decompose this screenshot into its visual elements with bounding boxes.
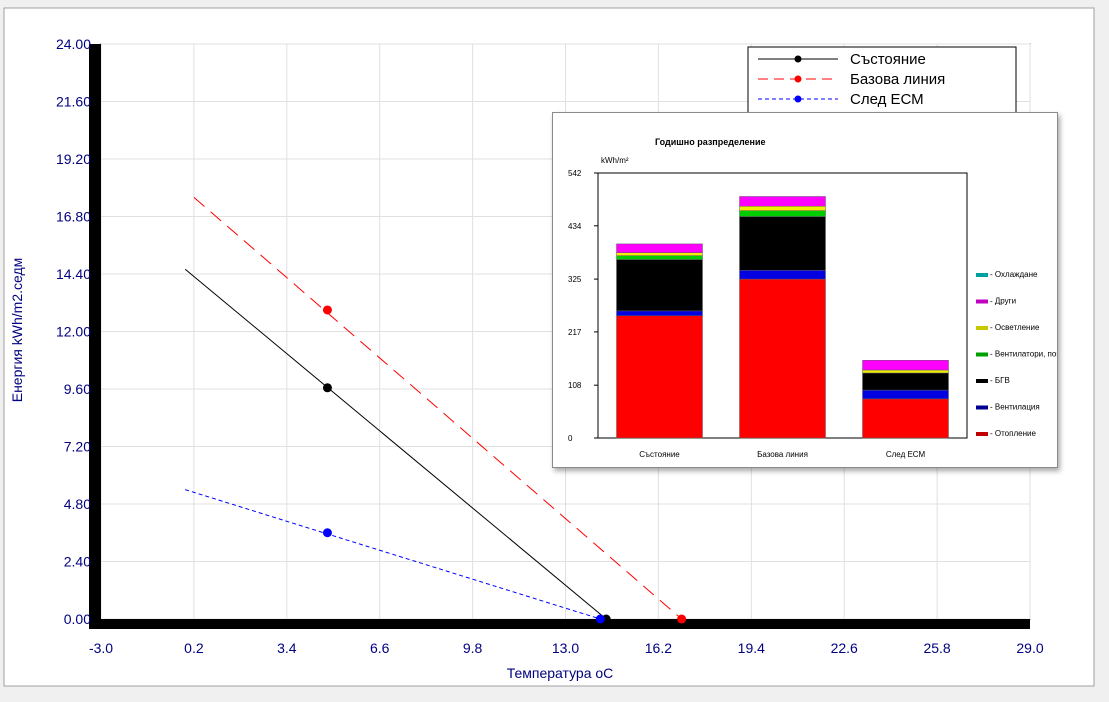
y-tick-label: 24.00 — [56, 36, 91, 52]
inset-legend-label: - БГВ — [990, 376, 1010, 385]
series-line — [184, 268, 607, 620]
inset-legend-swatch — [976, 326, 988, 330]
inset-legend-label: - Осветление — [990, 323, 1040, 332]
y-tick-label: 14.40 — [56, 266, 91, 282]
x-tick-label: 22.6 — [831, 640, 858, 656]
inset-legend-label: - Други — [990, 297, 1016, 306]
inset-bar-segment — [739, 210, 826, 217]
inset-legend-swatch — [976, 273, 988, 277]
y-tick-label: 4.80 — [64, 496, 91, 512]
inset-bar-segment — [739, 196, 826, 207]
inset-legend-label: - Вентилатори, помпи — [990, 350, 1057, 359]
inset-legend-swatch — [976, 352, 988, 357]
y-tick-label: 21.60 — [56, 94, 91, 110]
y-tick-label: 2.40 — [64, 554, 91, 570]
inset-bar-segment — [862, 389, 949, 400]
legend-label: След ЕСМ — [850, 91, 924, 108]
series-line — [185, 489, 601, 620]
y-tick-label: 0.00 — [64, 611, 91, 627]
series-point — [677, 614, 687, 624]
x-tick-labels: -3.0 0.2 3.4 6.6 9.8 13.0 16.2 19.4 22.6 25.8 29.0 — [89, 640, 1044, 656]
inset-bar-segment — [616, 310, 703, 317]
legend-marker — [794, 55, 802, 63]
y-tick-label: 7.20 — [64, 439, 91, 455]
inset-bars — [616, 196, 949, 439]
annual-distribution-panel: Годишно разпределение kWh/m² 0 108 217 325 4… — [552, 112, 1058, 468]
series-point — [322, 528, 332, 538]
inset-legend-swatch — [976, 432, 988, 436]
x-tick-label: 25.8 — [923, 640, 950, 656]
y-tick-label: 16.80 — [56, 209, 91, 225]
x-tick-label: 29.0 — [1016, 640, 1043, 656]
x-tick-label: 0.2 — [184, 640, 204, 656]
inset-bar-segment — [862, 372, 949, 391]
inset-category-label: Базова линия — [757, 450, 808, 459]
series-point — [322, 305, 332, 315]
inset-legend-label: - Вентилация — [990, 403, 1040, 412]
inset-bar-segment — [862, 360, 949, 371]
inset-bar-segment — [616, 243, 703, 253]
series-point — [322, 383, 332, 393]
inset-y-tick-labels: 0 108 217 325 434 542 — [568, 169, 582, 443]
x-axis-bar — [89, 619, 1030, 629]
inset-bar-segment — [616, 255, 703, 260]
annual-distribution-chart: Годишно разпределение kWh/m² 0 108 217 325 4… — [568, 137, 1057, 459]
inset-bar-segment — [739, 270, 826, 280]
inset-y-tick-label: 217 — [568, 328, 582, 337]
y-tick-label: 19.20 — [56, 151, 91, 167]
y-axis-label: Енергия kWh/m2.седм — [9, 258, 25, 403]
series-line — [193, 196, 682, 620]
inset-legend-swatch — [976, 299, 988, 304]
inset-bar-segment — [616, 259, 703, 312]
inset-bar-segment — [739, 205, 826, 211]
inset-y-tick-label: 0 — [568, 434, 573, 443]
inset-legend-label: - Отопление — [990, 429, 1036, 438]
inset-y-unit: kWh/m² — [601, 156, 629, 165]
legend-box — [747, 46, 1017, 114]
x-axis-label: Температура оС — [507, 665, 614, 681]
inset-category-labels: Състояние Базова линия След ЕСМ — [639, 450, 925, 459]
inset-legend-label: - Охлаждане — [990, 270, 1038, 279]
x-tick-label: 13.0 — [552, 640, 579, 656]
x-tick-label: 16.2 — [645, 640, 672, 656]
legend-label: Базова линия — [850, 71, 945, 88]
x-tick-label: 3.4 — [277, 640, 297, 656]
x-tick-label: 9.8 — [463, 640, 483, 656]
x-tick-label: -3.0 — [89, 640, 113, 656]
inset-y-tick-label: 325 — [568, 275, 582, 284]
inset-title: Годишно разпределение — [655, 137, 766, 147]
legend-marker — [794, 75, 802, 83]
inset-bar-segment — [616, 315, 703, 439]
inset-category-label: След ЕСМ — [886, 450, 926, 459]
main-series-lines — [184, 196, 682, 620]
y-tick-labels: 0.00 2.40 4.80 7.20 9.60 12.00 14.40 16.80 19.20… — [56, 36, 91, 627]
inset-y-tick-label: 108 — [568, 381, 582, 390]
series-point — [595, 614, 605, 624]
inset-legend-swatch — [976, 379, 988, 383]
inset-bar-segment — [739, 278, 826, 439]
legend-marker — [794, 95, 802, 103]
x-tick-label: 19.4 — [738, 640, 765, 656]
inset-y-tick-label: 434 — [568, 222, 582, 231]
inset-legend-swatch — [976, 405, 988, 410]
x-tick-label: 6.6 — [370, 640, 390, 656]
main-legend: Състояние Базова линия След ЕСМ — [747, 46, 1017, 114]
inset-bar-segment — [862, 398, 949, 439]
inset-category-label: Състояние — [639, 450, 680, 459]
inset-bar-segment — [616, 252, 703, 256]
inset-y-tick-label: 542 — [568, 169, 582, 178]
y-tick-label: 12.00 — [56, 324, 91, 340]
y-axis-bar — [89, 44, 101, 629]
y-tick-label: 9.60 — [64, 381, 91, 397]
main-axes — [89, 44, 1030, 629]
legend-label: Състояние — [850, 51, 926, 68]
inset-bar-segment — [862, 369, 949, 374]
inset-bar-segment — [739, 216, 826, 271]
main-series-points — [322, 305, 687, 624]
inset-legend: - Охлаждане - Други - Осветление - Венти… — [976, 270, 1057, 438]
